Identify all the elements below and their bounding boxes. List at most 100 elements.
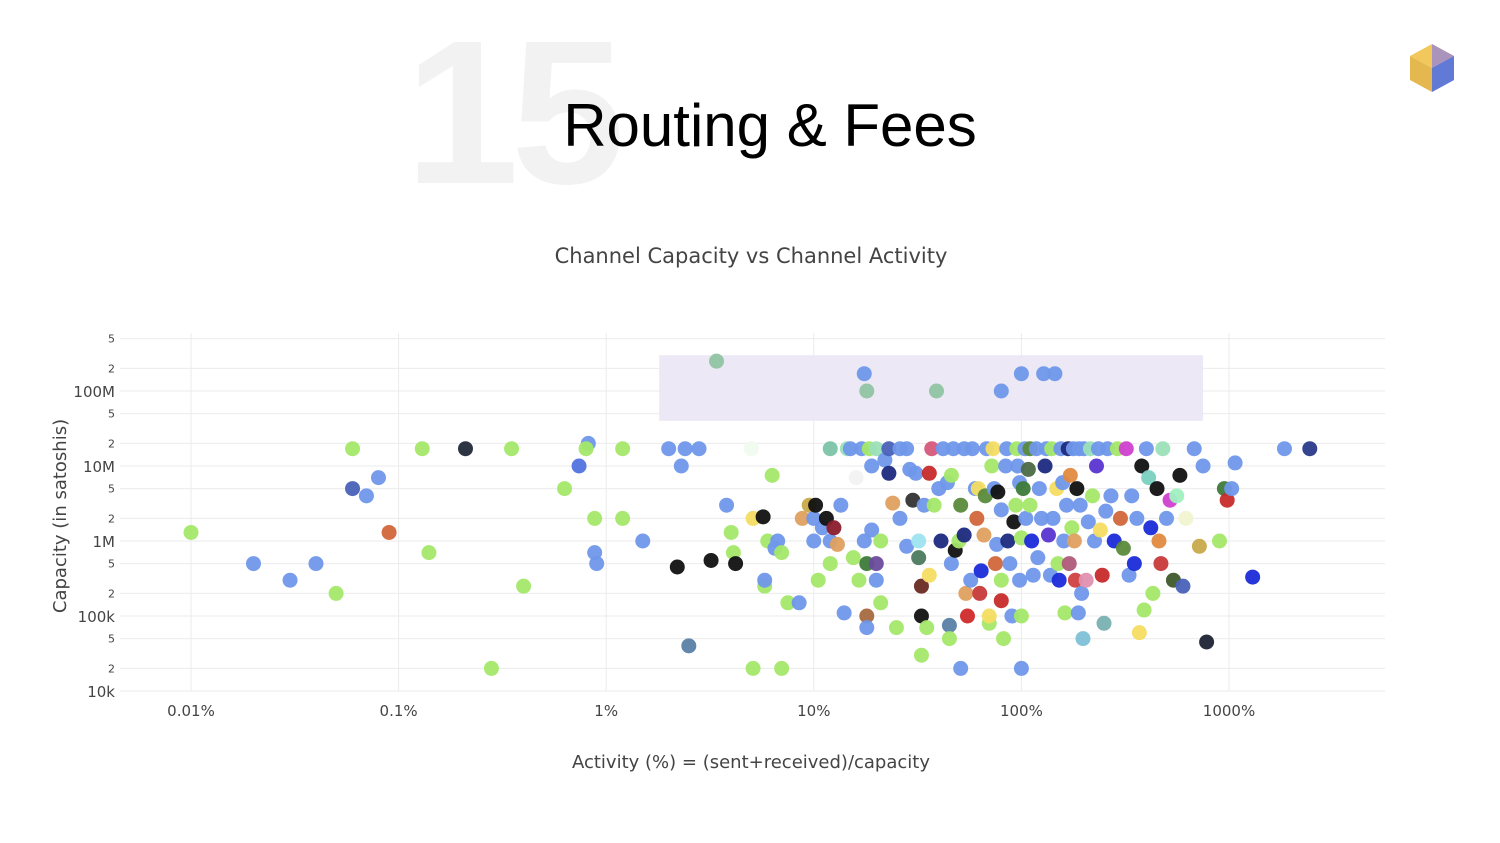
x-tick-label: 0.1% (380, 702, 418, 720)
data-point (791, 595, 807, 611)
data-point (921, 567, 937, 583)
data-point (1151, 533, 1167, 549)
data-point (1124, 488, 1140, 504)
data-point (945, 441, 961, 457)
data-point (969, 510, 985, 526)
data-point (856, 366, 872, 382)
data-point (864, 458, 880, 474)
data-point (985, 441, 1001, 457)
data-point (1002, 556, 1018, 572)
data-point (358, 488, 374, 504)
data-point (913, 647, 929, 663)
data-point (877, 452, 893, 468)
data-point (905, 492, 921, 508)
data-point (1057, 605, 1073, 621)
y-tick-label: 10k (87, 683, 115, 701)
data-point (908, 465, 924, 481)
data-point (859, 383, 875, 399)
data-point (859, 608, 875, 624)
data-point (1018, 510, 1034, 526)
data-point (1126, 556, 1142, 572)
data-point (1008, 497, 1024, 513)
y-axis-label: Capacity (in satoshis) (50, 419, 71, 613)
data-point (1069, 481, 1085, 497)
data-point (1087, 533, 1103, 549)
data-point (328, 585, 344, 601)
data-point (677, 441, 693, 457)
data-point (873, 595, 889, 611)
data-point (587, 510, 603, 526)
data-point (755, 509, 771, 525)
data-point (615, 441, 631, 457)
data-point (1138, 441, 1154, 457)
data-point (1199, 634, 1215, 650)
data-point (1088, 458, 1104, 474)
y-tick-label: 2 (108, 437, 115, 450)
data-point (929, 383, 945, 399)
data-point (959, 608, 975, 624)
y-tick-label: 5 (108, 633, 115, 646)
chart-title: Channel Capacity vs Channel Activity (555, 244, 948, 268)
data-point (1175, 578, 1191, 594)
data-point (1169, 488, 1185, 504)
data-point (829, 536, 845, 552)
data-point (1136, 602, 1152, 618)
data-point (881, 465, 897, 481)
slide-number: 15 (405, 0, 625, 227)
x-tick-label: 1% (594, 702, 618, 720)
data-point (953, 497, 969, 513)
data-point (1078, 572, 1094, 588)
data-point (1074, 585, 1090, 601)
data-point (1047, 366, 1063, 382)
data-point (723, 524, 739, 540)
data-point (1178, 510, 1194, 526)
data-point (745, 660, 761, 676)
data-point (282, 572, 298, 588)
data-point (864, 522, 880, 538)
data-point (1186, 441, 1202, 457)
data-point (873, 533, 889, 549)
data-point (1096, 615, 1112, 631)
data-point (958, 585, 974, 601)
data-point (183, 524, 199, 540)
data-point (1092, 522, 1108, 538)
data-point (888, 620, 904, 636)
data-point (913, 608, 929, 624)
data-point (981, 608, 997, 624)
data-point (780, 595, 796, 611)
data-point (1129, 510, 1145, 526)
data-point (848, 470, 864, 486)
data-point (990, 484, 1006, 500)
data-point (1034, 510, 1050, 526)
data-point (691, 441, 707, 457)
y-tick-label: 10M (83, 458, 115, 476)
data-point (1191, 538, 1207, 554)
logo-face-left (1410, 56, 1432, 92)
data-point (421, 545, 437, 561)
data-point (571, 458, 587, 474)
data-point (1070, 605, 1086, 621)
y-tick-label: 5 (108, 408, 115, 421)
data-point (810, 572, 826, 588)
data-point (345, 441, 361, 457)
data-point (1012, 572, 1028, 588)
logo-face-inner (1432, 44, 1454, 68)
data-point (709, 353, 725, 369)
data-point (1245, 569, 1261, 585)
data-point (1134, 458, 1150, 474)
y-tick-label: 2 (108, 662, 115, 675)
data-point (826, 520, 842, 536)
data-point (1022, 497, 1038, 513)
slide-title: Routing & Fees (563, 92, 977, 159)
data-point (933, 533, 949, 549)
data-point (899, 441, 915, 457)
data-point (1030, 550, 1046, 566)
data-point (822, 441, 838, 457)
data-point (996, 631, 1012, 647)
data-point (1059, 497, 1075, 513)
data-point (1118, 441, 1134, 457)
data-point (1155, 441, 1171, 457)
data-point (774, 660, 790, 676)
data-point (842, 441, 858, 457)
data-point (1000, 533, 1016, 549)
